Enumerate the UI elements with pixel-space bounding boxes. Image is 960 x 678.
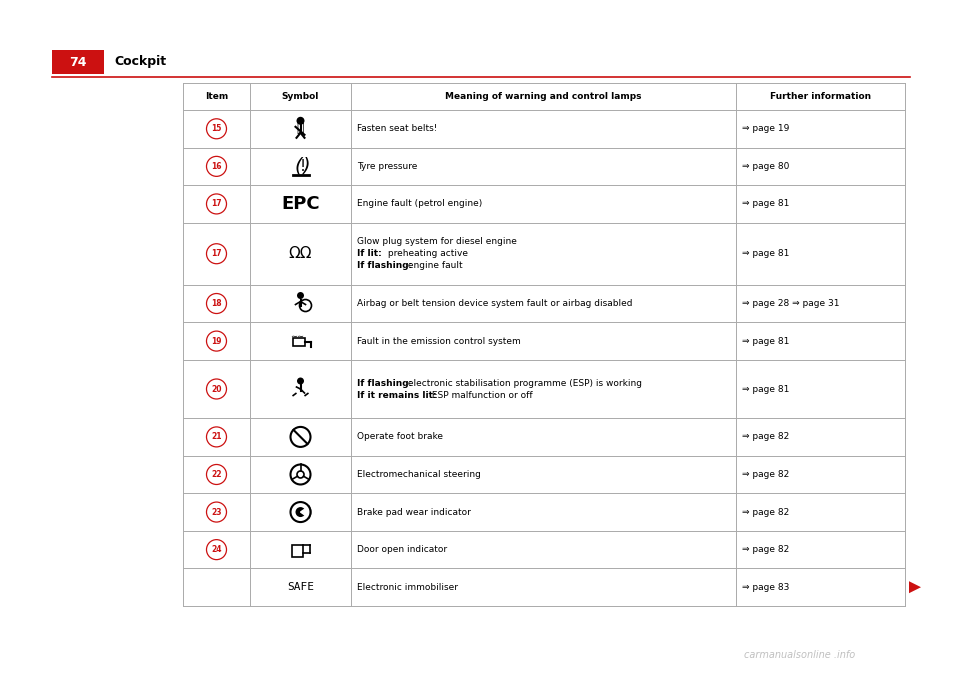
Text: If flashing:: If flashing: xyxy=(357,261,412,271)
Text: 20: 20 xyxy=(211,384,222,393)
Bar xyxy=(292,544,302,557)
Text: Airbag or belt tension device system fault or airbag disabled: Airbag or belt tension device system fau… xyxy=(357,299,633,308)
Text: engine fault: engine fault xyxy=(405,261,463,271)
Text: ∼∼: ∼∼ xyxy=(291,332,304,340)
Circle shape xyxy=(297,117,304,125)
Text: 24: 24 xyxy=(211,545,222,554)
Text: 74: 74 xyxy=(69,56,86,68)
Text: Brake pad wear indicator: Brake pad wear indicator xyxy=(357,508,470,517)
Circle shape xyxy=(297,292,304,299)
Text: SAFE: SAFE xyxy=(287,582,314,592)
Bar xyxy=(293,338,304,346)
Text: Fault in the emission control system: Fault in the emission control system xyxy=(357,336,520,346)
Text: Door open indicator: Door open indicator xyxy=(357,545,447,554)
Text: Further information: Further information xyxy=(770,92,871,101)
Text: ⇒ page 81: ⇒ page 81 xyxy=(742,250,789,258)
Text: preheating active: preheating active xyxy=(385,250,468,258)
Text: Item: Item xyxy=(204,92,228,101)
Text: Meaning of warning and control lamps: Meaning of warning and control lamps xyxy=(445,92,641,101)
Text: Electromechanical steering: Electromechanical steering xyxy=(357,470,481,479)
Polygon shape xyxy=(909,581,921,593)
Text: If it remains lit:: If it remains lit: xyxy=(357,391,437,399)
Text: Glow plug system for diesel engine: Glow plug system for diesel engine xyxy=(357,237,516,246)
Text: 17: 17 xyxy=(211,250,222,258)
Text: ⇒ page 81: ⇒ page 81 xyxy=(742,199,789,208)
Text: If lit:: If lit: xyxy=(357,250,382,258)
Text: Cockpit: Cockpit xyxy=(114,56,166,68)
Text: 18: 18 xyxy=(211,299,222,308)
Text: Tyre pressure: Tyre pressure xyxy=(357,162,418,171)
Text: ): ) xyxy=(302,157,310,176)
Text: ⇒ page 81: ⇒ page 81 xyxy=(742,384,789,393)
Text: Operate foot brake: Operate foot brake xyxy=(357,433,443,441)
Text: ⇒ page 82: ⇒ page 82 xyxy=(742,545,789,554)
Text: 19: 19 xyxy=(211,336,222,346)
Text: 17: 17 xyxy=(211,199,222,208)
Text: ⇒ page 82: ⇒ page 82 xyxy=(742,470,789,479)
Text: ⇒ page 80: ⇒ page 80 xyxy=(742,162,789,171)
Text: 16: 16 xyxy=(211,162,222,171)
Text: electronic stabilisation programme (ESP) is working: electronic stabilisation programme (ESP)… xyxy=(405,378,642,388)
Text: 21: 21 xyxy=(211,433,222,441)
Text: If flashing:: If flashing: xyxy=(357,378,412,388)
Circle shape xyxy=(296,507,305,517)
Text: ESP malfunction or off: ESP malfunction or off xyxy=(429,391,533,399)
Text: EPC: EPC xyxy=(281,195,320,213)
Text: Symbol: Symbol xyxy=(282,92,319,101)
Text: ⇒ page 83: ⇒ page 83 xyxy=(742,582,789,592)
Text: Fasten seat belts!: Fasten seat belts! xyxy=(357,124,438,134)
Text: carmanualsonline .info: carmanualsonline .info xyxy=(744,650,855,660)
Text: ⇒ page 82: ⇒ page 82 xyxy=(742,508,789,517)
Text: ΩΩ: ΩΩ xyxy=(289,246,312,261)
Text: Engine fault (petrol engine): Engine fault (petrol engine) xyxy=(357,199,482,208)
Text: (: ( xyxy=(295,157,302,176)
Polygon shape xyxy=(300,506,310,518)
Text: 22: 22 xyxy=(211,470,222,479)
Circle shape xyxy=(297,378,304,384)
Text: ⇒ page 81: ⇒ page 81 xyxy=(742,336,789,346)
Text: ⇒ page 19: ⇒ page 19 xyxy=(742,124,789,134)
Text: ⇒ page 28 ⇒ page 31: ⇒ page 28 ⇒ page 31 xyxy=(742,299,839,308)
Text: 23: 23 xyxy=(211,508,222,517)
Text: ⛺: ⛺ xyxy=(297,122,304,136)
Text: Electronic immobiliser: Electronic immobiliser xyxy=(357,582,458,592)
Text: ⇒ page 82: ⇒ page 82 xyxy=(742,433,789,441)
Text: 15: 15 xyxy=(211,124,222,134)
Bar xyxy=(52,50,104,74)
Text: !: ! xyxy=(300,159,305,174)
